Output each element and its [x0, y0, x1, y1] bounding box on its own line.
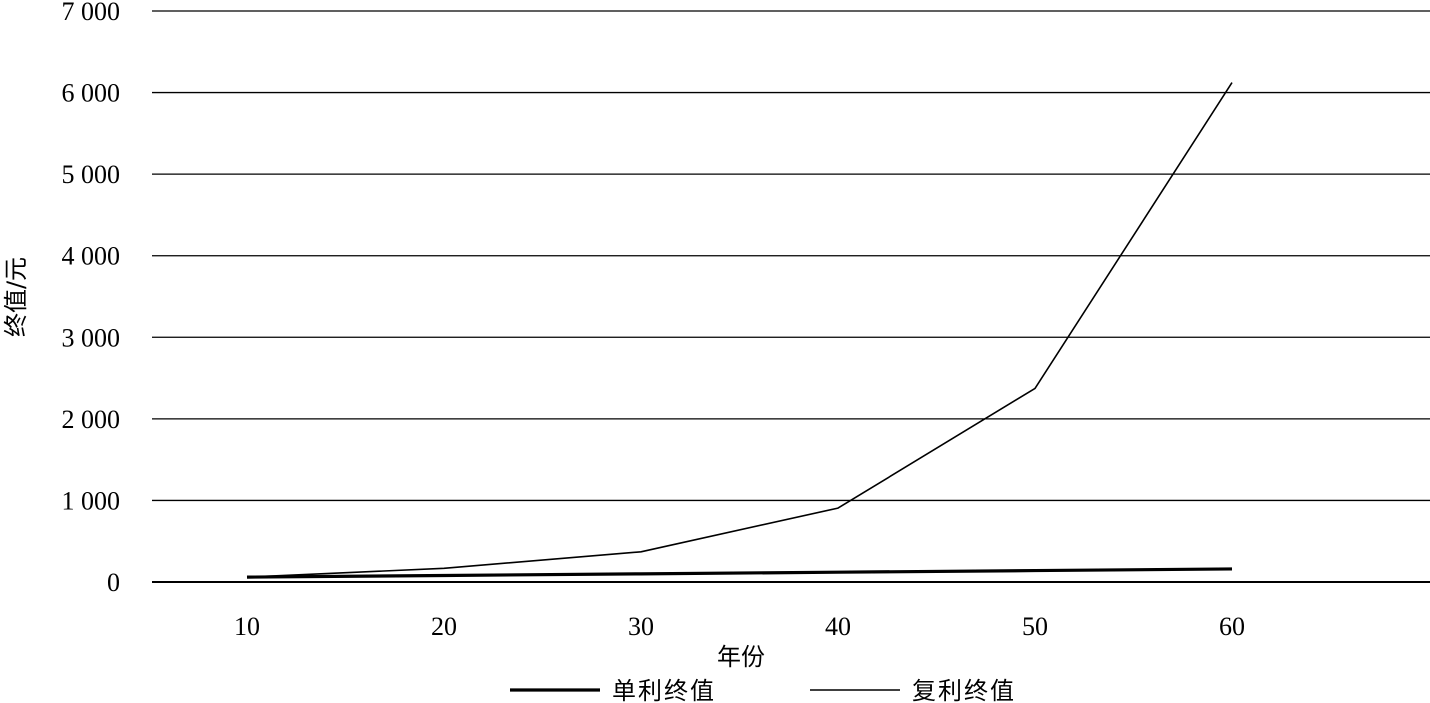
- x-axis-title: 年份: [717, 643, 765, 671]
- y-axis-title: 终值/元: [2, 257, 30, 337]
- series-line-2: [246, 82, 1233, 578]
- x-tick-label: 40: [825, 612, 851, 641]
- series-lines: [246, 82, 1233, 579]
- y-tick-label: 3 000: [62, 323, 121, 352]
- x-tick-labels: 10 20 30 40 50 60: [234, 612, 1245, 641]
- series-line-1: [246, 567, 1233, 579]
- gridlines: [152, 10, 1430, 583]
- legend-label: 单利终值: [612, 677, 716, 703]
- y-tick-label: 1 000: [62, 486, 121, 515]
- y-tick-label: 6 000: [62, 79, 121, 108]
- y-tick-label: 5 000: [62, 160, 121, 189]
- x-tick-label: 30: [628, 612, 654, 641]
- legend: 单利终值 复利终值: [510, 677, 1016, 703]
- y-tick-label: 2 000: [62, 405, 121, 434]
- y-tick-label: 7 000: [62, 0, 121, 26]
- x-tick-label: 10: [234, 612, 260, 641]
- y-tick-label: 4 000: [62, 242, 121, 271]
- x-tick-label: 20: [431, 612, 457, 641]
- y-tick-labels: 0 1 000 2 000 3 000 4 000 5 000 6 000 7 000: [62, 0, 121, 597]
- x-tick-label: 60: [1219, 612, 1245, 641]
- legend-label: 复利终值: [912, 677, 1016, 703]
- x-tick-label: 50: [1022, 612, 1048, 641]
- y-tick-label: 0: [107, 568, 120, 597]
